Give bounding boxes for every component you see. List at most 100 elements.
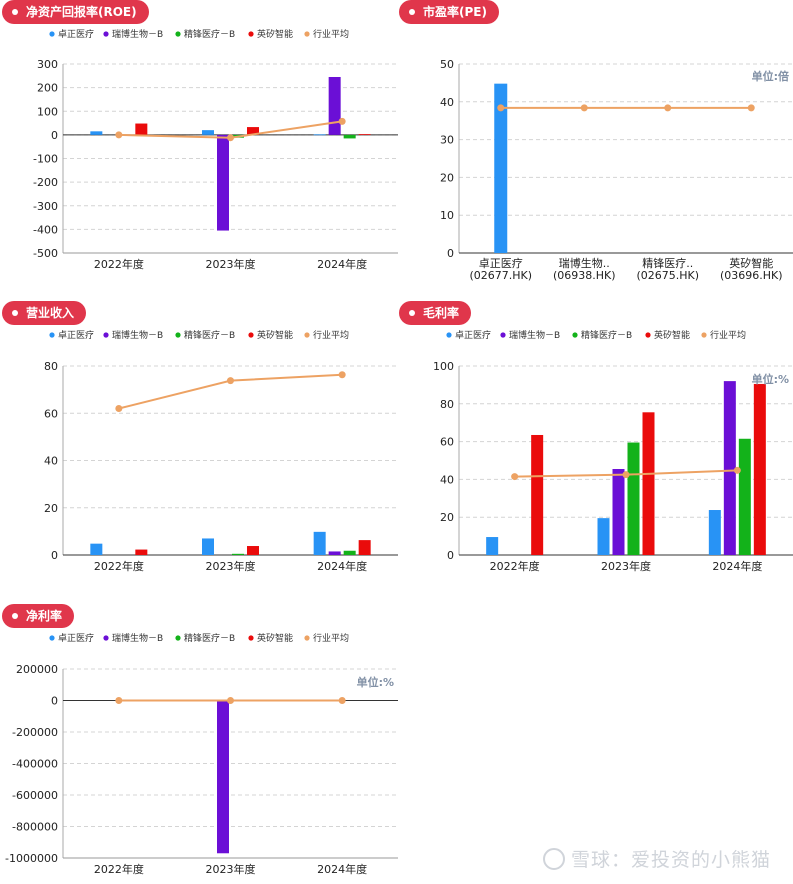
y-tick-label: 80 — [440, 398, 454, 411]
y-tick-label: 50 — [440, 58, 454, 71]
bar — [202, 130, 214, 135]
x-tick-label: 2022年度 — [94, 862, 144, 876]
bar — [486, 537, 499, 555]
legend-label: 瑞博生物－B — [112, 28, 163, 40]
bar — [313, 134, 326, 136]
x-tick-label: 2023年度 — [206, 862, 256, 876]
bar — [597, 518, 610, 555]
bar — [232, 553, 244, 555]
bar — [738, 438, 751, 555]
average-point — [497, 104, 505, 112]
y-tick-label: 300 — [37, 58, 58, 71]
y-tick-label: 0 — [447, 247, 454, 260]
bar — [753, 383, 766, 555]
y-tick-label: 200 — [37, 82, 58, 95]
legend-label: 行业平均 — [313, 329, 349, 341]
x-tick-label: 精锋医疗.. — [642, 256, 693, 270]
gross-margin-chart: 卓正医疗 瑞博生物－B 精锋医疗－B 英矽智能 行业平均 100 80 60 40 20 0 2022… — [433, 329, 793, 573]
y-tick-label: 40 — [440, 473, 454, 486]
average-point — [580, 104, 588, 112]
legend-marker — [49, 332, 55, 338]
bar — [90, 543, 103, 555]
legend-label: 瑞博生物－B — [509, 329, 560, 341]
y-tick-label: 20 — [440, 171, 454, 184]
legend-marker — [701, 332, 707, 338]
average-point — [227, 697, 234, 704]
bar — [494, 83, 508, 253]
roe-chart: 卓正医疗 瑞博生物－B 精锋医疗－B 英矽智能 行业平均 300 200 100 0 -100 -2… — [33, 28, 398, 271]
bar — [90, 131, 103, 135]
bar — [217, 700, 229, 854]
bar — [627, 442, 640, 555]
legend-marker — [175, 332, 181, 338]
legend-label: 精锋医疗－B — [184, 632, 235, 644]
legend-marker — [304, 635, 310, 641]
panel-title-revenue: 营业收入 — [2, 301, 87, 325]
bar — [247, 546, 259, 555]
pe-chart: 50 40 30 20 10 0 卓正医疗(02677.HK) 瑞博生物..(06938.HK… — [440, 58, 793, 282]
y-tick-label: -500 — [33, 247, 58, 260]
legend-marker — [103, 635, 109, 641]
legend-label: 行业平均 — [313, 632, 349, 644]
x-tick-label: 卓正医疗 — [479, 256, 523, 270]
legend: 卓正医疗 瑞博生物－B 精锋医疗－B 英矽智能 行业平均 — [49, 28, 349, 40]
grid — [63, 63, 398, 254]
bar — [135, 123, 148, 135]
x-tick-label: 2022年度 — [94, 559, 144, 573]
bar — [612, 469, 625, 555]
y-tick-label: 0 — [51, 695, 58, 708]
unit-label: 单位:倍 — [752, 69, 789, 83]
average-point — [338, 371, 346, 379]
average-point — [622, 471, 630, 479]
bar — [708, 510, 721, 555]
bar — [313, 531, 326, 555]
revenue-chart: 卓正医疗 瑞博生物－B 精锋医疗－B 英矽智能 行业平均 80 60 40 20 0 2022年度 2… — [44, 329, 398, 573]
x-tick-label-code: (02677.HK) — [469, 269, 532, 282]
legend: 卓正医疗 瑞博生物－B 精锋医疗－B 英矽智能 行业平均 — [49, 632, 349, 644]
bar — [642, 412, 655, 555]
y-tick-label: -200000 — [12, 726, 58, 739]
legend-label: 英矽智能 — [654, 329, 690, 341]
y-tick-label: -600000 — [12, 789, 58, 802]
y-tick-label: -400000 — [12, 758, 58, 771]
x-tick-label-code: (06938.HK) — [553, 269, 616, 282]
panel-title-net-margin: 净利率 — [2, 604, 75, 628]
x-tick-label-code: (03696.HK) — [720, 269, 783, 282]
average-point — [338, 117, 346, 125]
x-tick-label: 英矽智能 — [729, 256, 773, 270]
bar — [217, 134, 229, 231]
bar — [358, 134, 371, 135]
x-tick-label: 2024年度 — [712, 559, 762, 573]
legend-marker — [248, 332, 254, 338]
legend-label: 英矽智能 — [257, 28, 293, 40]
legend-label: 英矽智能 — [257, 632, 293, 644]
legend-label: 精锋医疗－B — [184, 28, 235, 40]
legend-marker — [248, 31, 254, 37]
x-tick-label: 2022年度 — [94, 257, 144, 271]
watermark-text: 雪球：爱投资的小熊猫 — [570, 849, 771, 871]
x-tick-label: 2024年度 — [317, 559, 367, 573]
bar — [247, 127, 259, 135]
legend-label: 行业平均 — [313, 28, 349, 40]
bar — [343, 134, 356, 139]
y-tick-label: 20 — [440, 511, 454, 524]
x-tick-label: 2023年度 — [601, 559, 651, 573]
x-tick-label: 2024年度 — [317, 257, 367, 271]
y-tick-label: 200000 — [16, 663, 58, 676]
legend: 卓正医疗 瑞博生物－B 精锋医疗－B 英矽智能 行业平均 — [49, 329, 349, 341]
average-point — [227, 134, 234, 142]
legend-marker — [304, 31, 310, 37]
legend-label: 卓正医疗 — [58, 28, 94, 40]
y-tick-label: 20 — [44, 502, 58, 515]
average-point — [227, 377, 234, 385]
y-tick-label: 0 — [51, 549, 58, 562]
average-point — [511, 473, 519, 481]
legend-label: 瑞博生物－B — [112, 329, 163, 341]
legend-marker — [248, 635, 254, 641]
average-point — [115, 697, 123, 704]
legend-marker — [446, 332, 452, 338]
legend-marker — [175, 31, 181, 37]
y-tick-label: 10 — [440, 209, 454, 222]
legend-marker — [103, 332, 109, 338]
legend-label: 瑞博生物－B — [112, 632, 163, 644]
